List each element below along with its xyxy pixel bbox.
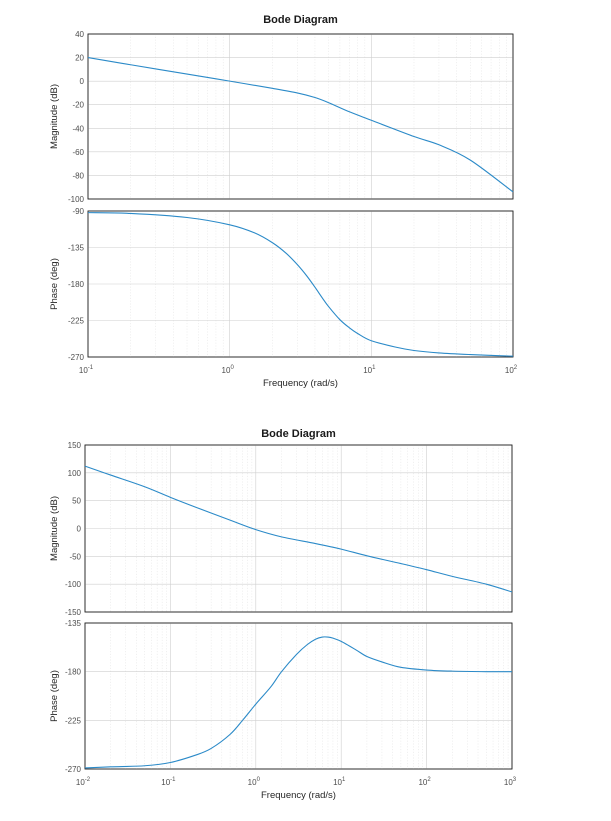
y-tick-label: -90	[72, 207, 84, 216]
phase-panel: -90 -135 -180 -225 -270 Phase (deg)	[49, 207, 514, 362]
magnitude-curve	[84, 465, 513, 593]
magnitude-panel: 40 20 0 -20 -40 -60 -80 -100 Magnitude (dB)	[49, 30, 514, 204]
y-tick-label: 0	[77, 525, 82, 534]
y-tick-label: -100	[65, 580, 82, 589]
y-tick-label: -80	[72, 171, 84, 180]
plot-frame	[84, 622, 513, 770]
x-tick-label: 100	[248, 777, 261, 787]
y-tick-label: 150	[68, 441, 82, 450]
y-tick-label: -40	[72, 124, 84, 133]
y-tick-label: -60	[72, 148, 84, 157]
y-tick-label: -225	[65, 716, 82, 725]
bode-chart-1: Bode Diagram 40 20 0 -20 -40 -60 -80 -100 Magnitu…	[49, 14, 518, 389]
y-axis-label: Phase (deg)	[49, 670, 60, 722]
y-tick-label: -135	[68, 244, 85, 253]
y-axis-label: Magnitude (dB)	[49, 496, 60, 561]
y-tick-label: 50	[72, 497, 81, 506]
phase-panel: -135 -180 -225 -270 Phase (deg)	[49, 619, 513, 774]
plot-border	[87, 210, 514, 358]
y-axis-label: Phase (deg)	[49, 258, 60, 310]
y-tick-label: -20	[72, 101, 84, 110]
y-tick-label: -270	[68, 353, 85, 362]
y-tick-label: -100	[68, 195, 85, 204]
phase-curve	[87, 212, 514, 357]
x-tick-label: 103	[504, 777, 517, 787]
plot-border	[84, 444, 513, 613]
x-tick-label: 100	[222, 365, 235, 375]
y-tick-label: 100	[68, 469, 82, 478]
y-tick-label: -150	[65, 608, 82, 617]
chart-title: Bode Diagram	[261, 428, 336, 440]
x-tick-label: 101	[363, 365, 376, 375]
y-tick-label: -180	[68, 280, 85, 289]
plot-border	[87, 33, 514, 200]
x-tick-label: 102	[418, 777, 431, 787]
chart-title: Bode Diagram	[263, 14, 338, 26]
x-axis-label: Frequency (rad/s)	[263, 378, 338, 389]
plot-border	[84, 622, 513, 770]
y-axis-label: Magnitude (dB)	[49, 84, 60, 149]
y-tick-label: -180	[65, 668, 82, 677]
y-tick-label: -50	[69, 552, 81, 561]
magnitude-curve	[87, 57, 514, 193]
y-tick-label: -135	[65, 619, 82, 628]
x-tick-label: 102	[505, 365, 518, 375]
x-tick-label: 10-1	[161, 777, 176, 787]
plot-frame	[87, 33, 514, 200]
x-axis-label: Frequency (rad/s)	[261, 790, 336, 801]
x-tick-label: 101	[333, 777, 346, 787]
phase-curve	[84, 636, 513, 769]
y-tick-label: -270	[65, 765, 82, 774]
x-tick-label: 10-2	[76, 777, 91, 787]
bode-chart-2: Bode Diagram 150 100 50 0 -50 -100 -150 Magnitud…	[49, 428, 517, 801]
magnitude-panel: 150 100 50 0 -50 -100 -150 Magnitude (dB)	[49, 441, 513, 617]
y-tick-label: 0	[80, 77, 85, 86]
y-tick-label: 40	[75, 30, 84, 39]
y-tick-label: -225	[68, 317, 85, 326]
y-tick-label: 20	[75, 54, 84, 63]
x-tick-label: 10-1	[79, 365, 94, 375]
